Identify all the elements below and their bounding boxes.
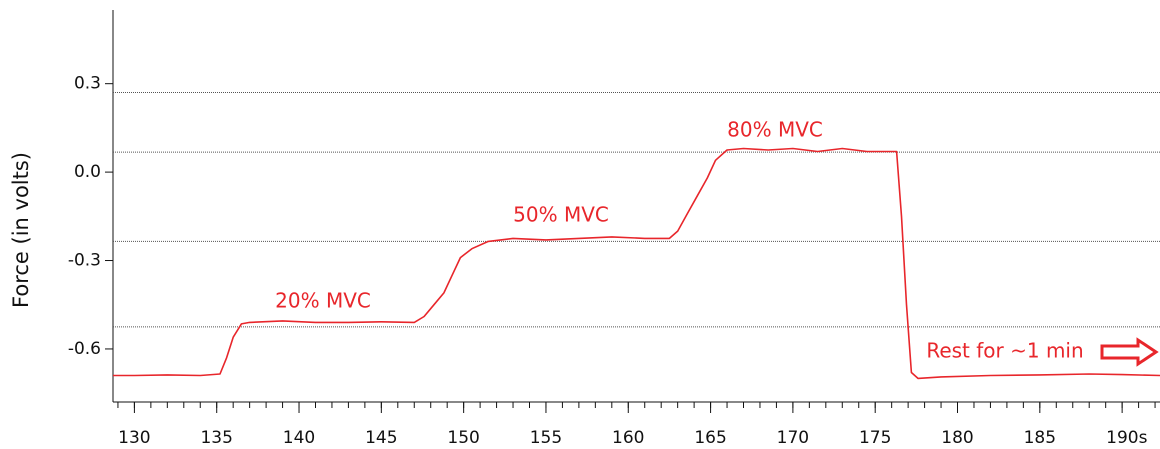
y-tick-label: 0.3 [74, 74, 101, 94]
annotation: 20% MVC [275, 289, 371, 313]
x-tick-label: 160 [612, 428, 644, 448]
rest-arrow [1100, 337, 1159, 367]
x-tick-label: 140 [283, 428, 315, 448]
x-tick-label: 150 [447, 428, 479, 448]
annotation: Rest for ~1 min [926, 339, 1083, 363]
x-tick-label: 170 [777, 428, 809, 448]
y-tick-label: 0.0 [74, 162, 101, 182]
y-tick-label: -0.3 [68, 251, 101, 271]
x-tick-label: 145 [365, 428, 397, 448]
annotation: 80% MVC [727, 118, 823, 142]
y-axis-label: Force (in volts) [9, 152, 33, 308]
x-tick-label: 180 [941, 428, 973, 448]
x-tick-label: 165 [694, 428, 726, 448]
x-tick-label: 190s [1106, 428, 1147, 448]
x-tick-label: 175 [859, 428, 891, 448]
x-tick-label: 130 [118, 428, 150, 448]
force-line [113, 147, 1160, 380]
y-tick-label: -0.6 [68, 339, 101, 359]
x-tick-label: 155 [530, 428, 562, 448]
annotation: 50% MVC [513, 203, 609, 227]
x-tick-label: 185 [1024, 428, 1056, 448]
x-tick-label: 135 [200, 428, 232, 448]
